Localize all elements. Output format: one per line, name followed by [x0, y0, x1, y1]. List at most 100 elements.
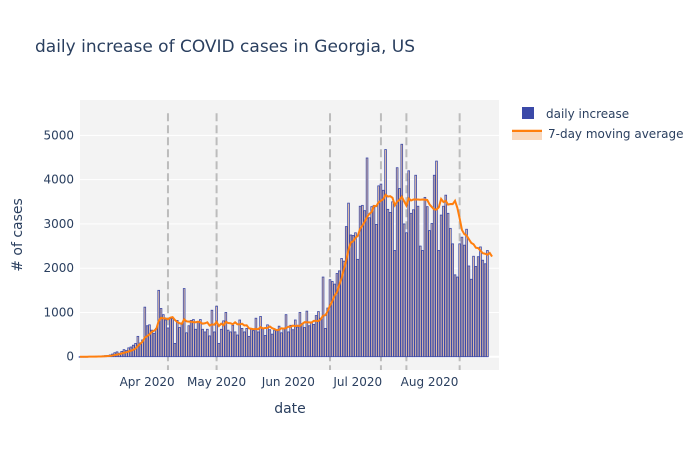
bar[interactable]: [134, 343, 137, 358]
bar[interactable]: [395, 167, 399, 358]
bar[interactable]: [425, 206, 429, 358]
bar[interactable]: [340, 258, 343, 358]
bar[interactable]: [273, 329, 276, 358]
bar[interactable]: [212, 331, 216, 358]
bar[interactable]: [254, 317, 258, 358]
bar[interactable]: [372, 204, 376, 358]
bar[interactable]: [465, 228, 468, 358]
bar[interactable]: [419, 245, 422, 358]
bar[interactable]: [432, 174, 436, 358]
bar[interactable]: [463, 244, 466, 358]
bar[interactable]: [206, 328, 209, 358]
bar[interactable]: [236, 334, 239, 358]
bar[interactable]: [388, 212, 392, 358]
bar[interactable]: [479, 246, 482, 358]
bar[interactable]: [222, 320, 225, 358]
bar[interactable]: [384, 149, 387, 358]
bar[interactable]: [196, 321, 200, 358]
legend-item-daily-increase[interactable]: daily increase: [522, 107, 629, 121]
bar[interactable]: [386, 208, 390, 358]
bar[interactable]: [233, 331, 237, 358]
bar[interactable]: [280, 332, 283, 358]
bar[interactable]: [400, 143, 404, 358]
bar[interactable]: [162, 314, 165, 358]
bar[interactable]: [338, 270, 341, 358]
bar[interactable]: [312, 324, 316, 358]
bar[interactable]: [169, 318, 172, 358]
moving-average-line[interactable]: [80, 193, 493, 358]
bar[interactable]: [159, 308, 163, 358]
bar[interactable]: [435, 160, 438, 358]
bar[interactable]: [412, 209, 415, 358]
bar[interactable]: [175, 320, 179, 358]
bar[interactable]: [405, 232, 408, 358]
bar[interactable]: [370, 206, 373, 358]
bar[interactable]: [444, 194, 448, 358]
bar[interactable]: [423, 196, 427, 358]
bar[interactable]: [229, 331, 232, 358]
bar[interactable]: [192, 319, 195, 358]
bar[interactable]: [307, 325, 311, 358]
bar[interactable]: [428, 230, 431, 358]
bar[interactable]: [483, 263, 487, 358]
bar[interactable]: [217, 343, 221, 358]
bar[interactable]: [356, 258, 360, 358]
bar[interactable]: [331, 281, 334, 358]
bar[interactable]: [317, 311, 320, 358]
bar[interactable]: [407, 170, 410, 358]
bar[interactable]: [472, 255, 475, 358]
bar[interactable]: [282, 327, 285, 358]
bar[interactable]: [231, 324, 235, 358]
bar[interactable]: [377, 185, 380, 358]
bar[interactable]: [442, 205, 445, 358]
bar[interactable]: [294, 319, 297, 358]
bar[interactable]: [486, 250, 489, 358]
bar[interactable]: [266, 324, 269, 358]
bar[interactable]: [164, 319, 167, 358]
bar[interactable]: [430, 223, 434, 358]
bar[interactable]: [344, 226, 348, 358]
bar[interactable]: [171, 318, 174, 358]
bar[interactable]: [284, 314, 288, 358]
bar[interactable]: [150, 329, 154, 358]
bar[interactable]: [335, 273, 339, 358]
bar[interactable]: [201, 328, 204, 358]
bar[interactable]: [456, 276, 459, 358]
bar[interactable]: [469, 278, 473, 358]
bar[interactable]: [449, 227, 452, 358]
bar[interactable]: [453, 274, 457, 358]
bar[interactable]: [342, 260, 346, 358]
bar[interactable]: [224, 312, 228, 358]
bar[interactable]: [277, 325, 281, 358]
bar[interactable]: [310, 321, 313, 358]
bar[interactable]: [481, 259, 485, 358]
bar[interactable]: [300, 323, 304, 358]
bar[interactable]: [189, 320, 193, 358]
bar[interactable]: [145, 325, 149, 358]
bar[interactable]: [437, 250, 441, 358]
bar[interactable]: [252, 330, 255, 358]
bar[interactable]: [363, 210, 367, 358]
bar[interactable]: [446, 212, 450, 358]
bar[interactable]: [210, 309, 214, 358]
bar[interactable]: [259, 316, 262, 358]
bar[interactable]: [393, 250, 397, 358]
bar[interactable]: [349, 234, 353, 358]
bar[interactable]: [256, 331, 260, 358]
bar[interactable]: [243, 331, 246, 358]
bar[interactable]: [166, 327, 170, 358]
bar[interactable]: [250, 328, 253, 358]
bar[interactable]: [416, 205, 420, 358]
bar[interactable]: [275, 329, 279, 358]
bar[interactable]: [287, 331, 290, 358]
bar[interactable]: [215, 305, 218, 358]
bar[interactable]: [305, 310, 309, 358]
legend-item-moving-average[interactable]: 7-day moving average: [512, 127, 683, 141]
bar[interactable]: [185, 332, 188, 358]
bar[interactable]: [303, 327, 306, 358]
bar[interactable]: [219, 328, 223, 358]
bar[interactable]: [180, 322, 184, 358]
bar[interactable]: [368, 217, 371, 358]
bar[interactable]: [208, 335, 211, 358]
bar[interactable]: [226, 329, 230, 358]
